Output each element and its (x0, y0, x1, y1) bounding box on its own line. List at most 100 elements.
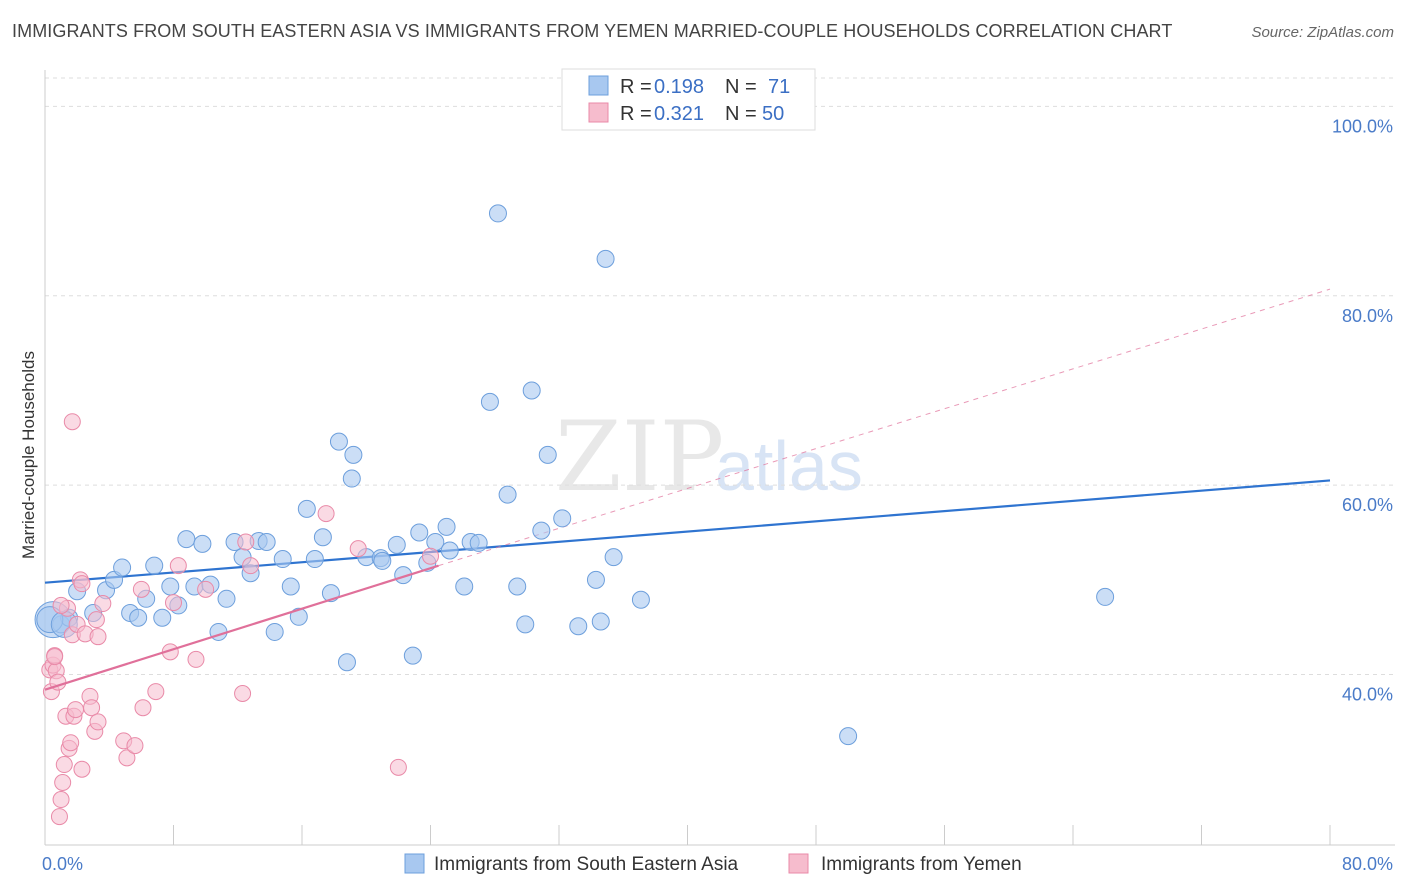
point-yemen (67, 701, 85, 719)
point-yemen (317, 505, 335, 523)
point-south-eastern-asia (437, 517, 456, 536)
point-yemen (165, 594, 182, 612)
point-south-eastern-asia (480, 392, 499, 411)
point-yemen (422, 547, 439, 565)
watermark-atlas: atlas (715, 427, 863, 505)
point-south-eastern-asia (498, 485, 517, 504)
watermark-zip: ZIP (555, 401, 724, 513)
point-yemen (73, 760, 91, 778)
point-south-eastern-asia (455, 577, 474, 596)
point-south-eastern-asia (257, 532, 276, 551)
legend-n-value-1: 71 (768, 76, 790, 98)
point-south-eastern-asia (273, 550, 292, 569)
x-tick-label: 80.0% (1342, 854, 1393, 874)
point-yemen (234, 684, 252, 702)
point-yemen (54, 774, 72, 792)
y-tick-label: 100.0% (1332, 116, 1393, 136)
point-yemen (89, 628, 107, 646)
point-south-eastern-asia (113, 558, 132, 577)
point-yemen (187, 650, 205, 668)
tick-labels: 100.0% 80.0% 60.0% 40.0% 0.0% 80.0% (42, 116, 1393, 874)
chart-title: IMMIGRANTS FROM SOUTH EASTERN ASIA VS IM… (12, 21, 1173, 41)
legend-n-label-1: N = (725, 76, 757, 98)
point-south-eastern-asia (329, 432, 348, 451)
x-tick-label: 0.0% (42, 854, 83, 874)
point-yemen (63, 413, 81, 431)
trend-lines (44, 288, 1331, 584)
point-yemen (118, 749, 136, 767)
point-yemen (52, 596, 70, 614)
point-south-eastern-asia (488, 204, 507, 223)
point-yemen (83, 699, 101, 717)
point-south-eastern-asia (289, 607, 308, 626)
point-south-eastern-asia (631, 590, 650, 609)
point-south-eastern-asia (553, 509, 572, 528)
point-yemen (52, 791, 70, 809)
point-yemen (242, 557, 260, 575)
trend-line-south-eastern-asia (44, 479, 1331, 584)
axes (44, 70, 1395, 846)
point-yemen (147, 683, 165, 701)
point-yemen (134, 699, 152, 717)
point-south-eastern-asia (596, 249, 615, 268)
point-south-eastern-asia (153, 608, 172, 627)
point-yemen (73, 575, 91, 593)
y-axis-title: Married-couple Households (19, 351, 38, 559)
series-legend-swatch-blue (404, 853, 425, 874)
point-south-eastern-asia (129, 608, 148, 627)
point-south-eastern-asia (265, 622, 284, 641)
legend-swatch-blue (588, 75, 609, 96)
point-south-eastern-asia (281, 577, 300, 596)
series-legend-swatch-pink (788, 853, 809, 874)
point-yemen (126, 737, 144, 755)
point-yemen (349, 540, 367, 558)
point-south-eastern-asia (604, 548, 623, 567)
point-south-eastern-asia (217, 589, 236, 608)
series-legend-label-pink: Immigrants from Yemen (821, 854, 1022, 875)
y-tick-label: 40.0% (1342, 685, 1393, 705)
point-yemen (169, 557, 187, 575)
point-yemen (237, 533, 255, 551)
point-south-eastern-asia (403, 646, 422, 665)
point-south-eastern-asia (1096, 587, 1115, 606)
point-south-eastern-asia (193, 534, 212, 553)
series-legend-label-blue: Immigrants from South Eastern Asia (434, 854, 739, 875)
legend-r-label-2: R = (620, 103, 652, 125)
point-yemen (87, 611, 105, 629)
legend-r-value-1: 0.198 (654, 76, 704, 98)
point-south-eastern-asia (569, 617, 588, 636)
point-south-eastern-asia (297, 499, 316, 518)
point-south-eastern-asia (373, 551, 392, 570)
y-tick-label: 80.0% (1342, 306, 1393, 326)
point-yemen (50, 808, 68, 826)
point-yemen (89, 713, 107, 731)
point-south-eastern-asia (344, 445, 363, 464)
point-south-eastern-asia (522, 381, 541, 400)
correlation-legend: R = 0.198 N = 71 R = 0.321 N = 50 (561, 68, 816, 131)
point-yemen (197, 580, 215, 598)
trend-line-yemen (44, 564, 439, 691)
point-yemen (55, 756, 73, 774)
point-south-eastern-asia (538, 445, 557, 464)
point-yemen (132, 580, 150, 598)
point-south-eastern-asia (410, 523, 429, 542)
point-south-eastern-asia (591, 612, 610, 631)
legend-n-value-2: 50 (762, 103, 784, 125)
legend-n-label-2: N = (725, 103, 757, 125)
point-south-eastern-asia (337, 653, 356, 672)
point-south-eastern-asia (508, 577, 527, 596)
point-yemen (389, 758, 407, 776)
point-south-eastern-asia (469, 533, 488, 552)
legend-r-label-1: R = (620, 76, 652, 98)
data-points (34, 204, 1115, 826)
point-south-eastern-asia (532, 521, 551, 540)
point-south-eastern-asia (145, 556, 164, 575)
legend-swatch-pink (588, 102, 609, 123)
point-yemen (62, 734, 80, 752)
gridlines (45, 77, 1395, 676)
point-yemen (94, 595, 112, 613)
point-south-eastern-asia (342, 469, 361, 488)
point-south-eastern-asia (839, 727, 858, 746)
point-yemen (46, 648, 64, 666)
